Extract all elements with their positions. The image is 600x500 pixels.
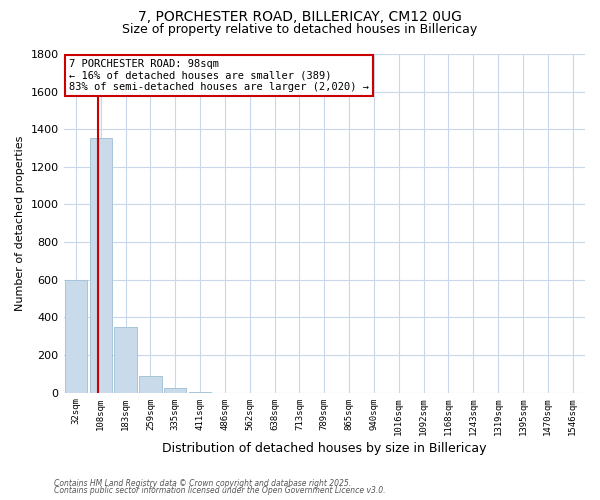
Text: Contains public sector information licensed under the Open Government Licence v3: Contains public sector information licen… [54, 486, 386, 495]
Y-axis label: Number of detached properties: Number of detached properties [15, 136, 25, 311]
X-axis label: Distribution of detached houses by size in Billericay: Distribution of detached houses by size … [162, 442, 487, 455]
Bar [65, 280, 87, 392]
Bar [164, 388, 187, 392]
Text: 7 PORCHESTER ROAD: 98sqm
← 16% of detached houses are smaller (389)
83% of semi-: 7 PORCHESTER ROAD: 98sqm ← 16% of detach… [69, 59, 369, 92]
Text: 7, PORCHESTER ROAD, BILLERICAY, CM12 0UG: 7, PORCHESTER ROAD, BILLERICAY, CM12 0UG [138, 10, 462, 24]
Bar [89, 138, 112, 392]
Bar [139, 376, 161, 392]
Text: Size of property relative to detached houses in Billericay: Size of property relative to detached ho… [122, 22, 478, 36]
Text: Contains HM Land Registry data © Crown copyright and database right 2025.: Contains HM Land Registry data © Crown c… [54, 478, 351, 488]
Bar [115, 326, 137, 392]
